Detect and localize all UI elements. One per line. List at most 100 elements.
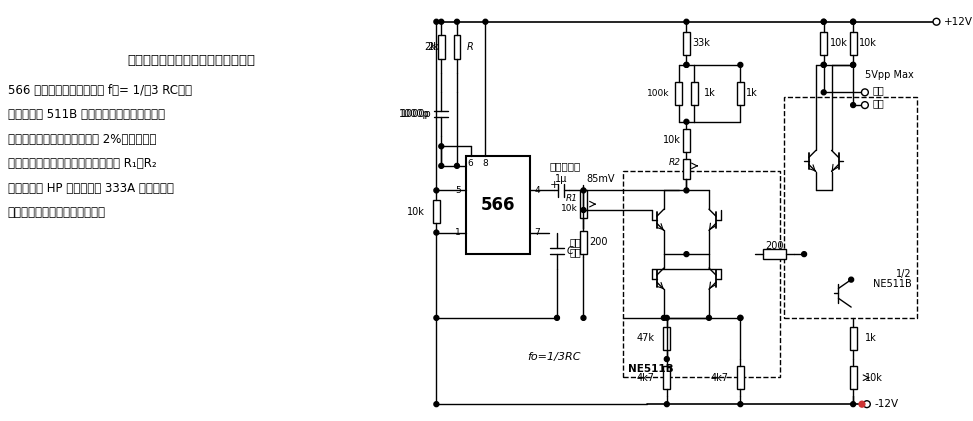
Bar [682, 159, 691, 179]
Circle shape [706, 315, 711, 320]
Text: 2k: 2k [424, 42, 436, 52]
Text: 2k: 2k [427, 42, 440, 52]
Text: 10k: 10k [560, 203, 578, 213]
Circle shape [684, 188, 689, 193]
Circle shape [850, 402, 855, 407]
Text: 晶体管阵列 511B 及其外围电路构成正弦变换: 晶体管阵列 511B 及其外围电路构成正弦变换 [8, 108, 164, 121]
Text: 4: 4 [534, 186, 540, 195]
Text: 正弦: 正弦 [873, 85, 884, 96]
Text: 度大小是一个关键，必须调节电位器 R₁、R₂: 度大小是一个关键，必须调节电位器 R₁、R₂ [8, 157, 157, 171]
Bar [784, 97, 917, 318]
Text: 8: 8 [483, 160, 488, 168]
Text: 1/2: 1/2 [896, 269, 912, 279]
Text: 566 输出三角波，振荡频率 f。= 1/（3 RC）。: 566 输出三角波，振荡频率 f。= 1/（3 RC）。 [8, 84, 192, 97]
Circle shape [454, 163, 459, 168]
Circle shape [581, 315, 586, 320]
Circle shape [684, 19, 689, 24]
Circle shape [859, 401, 865, 407]
Text: 1000p: 1000p [401, 109, 431, 120]
Circle shape [738, 402, 742, 407]
Text: 三角波－正弦波发生器　函数发生器: 三角波－正弦波发生器 函数发生器 [127, 54, 255, 67]
Circle shape [434, 315, 439, 320]
Text: +12V: +12V [945, 17, 973, 27]
Bar [466, 156, 529, 254]
Bar [683, 32, 690, 55]
Text: 输出: 输出 [873, 98, 884, 108]
Text: 100k: 100k [647, 89, 669, 98]
Circle shape [850, 62, 855, 67]
Bar [820, 32, 827, 55]
Circle shape [821, 62, 826, 67]
Circle shape [439, 163, 444, 168]
Circle shape [434, 230, 439, 235]
Circle shape [850, 62, 855, 67]
Text: 1k: 1k [704, 88, 716, 99]
Circle shape [850, 103, 855, 107]
Text: 6: 6 [468, 160, 474, 168]
Circle shape [861, 101, 868, 109]
Circle shape [933, 18, 940, 25]
Circle shape [684, 252, 689, 256]
Bar [763, 249, 786, 259]
Text: R: R [467, 42, 474, 52]
Text: R2: R2 [668, 158, 680, 168]
Circle shape [439, 19, 444, 24]
Text: 输入: 输入 [570, 237, 582, 248]
Text: 10k: 10k [663, 136, 680, 145]
Text: 7: 7 [534, 228, 540, 237]
Circle shape [850, 19, 855, 24]
Circle shape [581, 208, 586, 213]
Circle shape [738, 62, 742, 67]
Circle shape [821, 62, 826, 67]
Circle shape [821, 19, 826, 24]
Text: 4k7: 4k7 [637, 373, 655, 383]
Circle shape [665, 315, 669, 320]
Circle shape [861, 89, 868, 96]
Circle shape [684, 62, 689, 67]
Bar [580, 231, 587, 254]
Bar [849, 327, 856, 350]
Text: 三角波输入: 三角波输入 [549, 161, 580, 171]
Text: fo=1/3RC: fo=1/3RC [527, 352, 581, 362]
Bar [737, 366, 743, 389]
Bar [433, 200, 440, 223]
Text: 1: 1 [455, 228, 461, 237]
Text: 5: 5 [455, 186, 461, 195]
Bar [691, 82, 698, 105]
Text: 电路，输出正弦波，失真小于 2%。三角波幅: 电路，输出正弦波，失真小于 2%。三角波幅 [8, 133, 157, 146]
Bar [664, 327, 670, 350]
Circle shape [662, 315, 667, 320]
Text: 200: 200 [590, 237, 608, 248]
Circle shape [434, 188, 439, 193]
Text: 电平: 电平 [570, 247, 582, 257]
Bar [675, 82, 682, 105]
Text: 85mV: 85mV [587, 173, 615, 184]
Text: R1: R1 [565, 194, 578, 203]
Bar [849, 32, 856, 55]
Circle shape [665, 357, 669, 362]
Text: 10k: 10k [859, 38, 877, 48]
Circle shape [821, 90, 826, 95]
Circle shape [863, 401, 870, 408]
Text: 1k: 1k [746, 88, 758, 99]
Text: 1000p: 1000p [399, 109, 429, 119]
Circle shape [848, 277, 853, 282]
Text: 10k: 10k [407, 207, 424, 217]
Bar [664, 366, 670, 389]
Bar [580, 190, 588, 218]
Bar [849, 366, 856, 389]
Text: 200: 200 [766, 241, 784, 251]
Circle shape [738, 315, 742, 320]
Text: -12V: -12V [875, 399, 899, 409]
Text: 566: 566 [481, 196, 515, 214]
Bar [623, 171, 779, 377]
Circle shape [850, 19, 855, 24]
Circle shape [434, 19, 439, 24]
Circle shape [665, 402, 669, 407]
Circle shape [483, 19, 487, 24]
Text: 5Vpp Max: 5Vpp Max [865, 70, 914, 80]
Bar [737, 82, 743, 105]
Text: NE511B: NE511B [628, 364, 673, 374]
Bar [438, 35, 445, 59]
Circle shape [802, 252, 807, 256]
